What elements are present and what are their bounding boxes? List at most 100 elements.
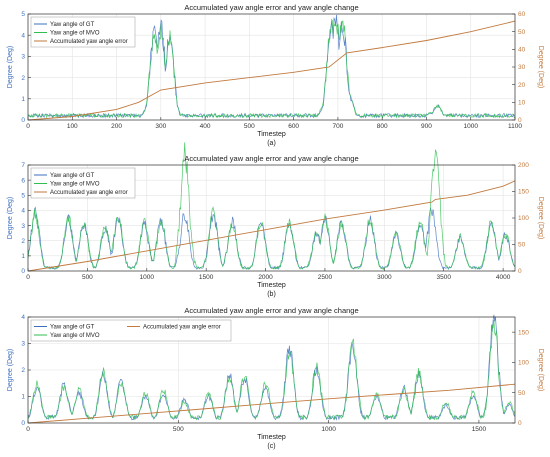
y-right-tick-label: 50: [518, 29, 526, 36]
legend-entry: Accumulated yaw angle error: [143, 325, 221, 331]
x-tick-label: 2500: [318, 274, 333, 281]
chart-panel-b: 0 500 1000 1500 2000 2500 3000 3500 400001234567…: [7, 142, 544, 298]
x-tick-label: 400: [200, 123, 211, 130]
legend-entry: Yaw angle of GT: [50, 22, 95, 28]
y-left-tick-label: 1: [21, 96, 25, 103]
y-right-axis-label: Degree (Deg): [537, 349, 544, 391]
y-right-tick-label: 50: [518, 390, 526, 397]
x-tick-label: 0: [26, 426, 30, 433]
y-right-tick-label: 100: [518, 360, 529, 367]
y-right-tick-label: 50: [518, 242, 526, 249]
y-right-tick-label: 0: [518, 420, 522, 427]
chart-title: Accumulated yaw angle error and yaw angl…: [184, 3, 358, 12]
y-left-tick-label: 3: [21, 341, 25, 348]
x-axis-label: Timestep: [257, 434, 286, 441]
x-tick-label: 500: [244, 123, 255, 130]
series-line-3: [27, 383, 516, 424]
legend: Yaw angle of GT Yaw angle of MVO Accumulat…: [30, 16, 136, 48]
x-tick-label: 800: [377, 123, 388, 130]
y-left-tick-label: 3: [21, 54, 25, 61]
y-left-tick-label: 4: [21, 208, 25, 215]
y-right-tick-label: 150: [518, 329, 529, 336]
y-left-tick-label: 3: [21, 223, 25, 230]
y-right-tick-label: 200: [518, 162, 529, 169]
chart-title: Accumulated yaw angle error and yaw angl…: [184, 306, 358, 315]
y-right-tick-label: 30: [518, 64, 526, 71]
y-left-tick-label: 4: [21, 32, 25, 39]
x-tick-label: 600: [288, 123, 299, 130]
y-left-tick-label: 5: [21, 11, 25, 18]
legend-box: [30, 319, 232, 342]
y-left-axis-label: Degree (Deg): [7, 349, 14, 391]
y-right-tick-label: 10: [518, 100, 526, 107]
chart-panel-c: 0 500 1000 1500 0 1 2 3 4 0 50 100 150 Accumulated ya…: [7, 306, 544, 450]
x-tick-label: 0: [26, 274, 30, 281]
x-tick-label: 500: [82, 274, 93, 281]
y-right-tick-label: 150: [518, 189, 529, 196]
x-tick-label: 500: [173, 426, 184, 433]
x-tick-label: 1500: [199, 274, 214, 281]
y-left-tick-label: 0: [21, 117, 25, 124]
legend-box: [30, 16, 136, 48]
y-left-tick-label: 2: [21, 367, 25, 374]
x-tick-label: 1100: [508, 123, 522, 130]
series-line-2: [27, 142, 516, 270]
panel-caption: (b): [267, 291, 276, 298]
x-tick-label: 1000: [321, 426, 336, 433]
x-tick-label: 100: [67, 123, 78, 130]
y-left-tick-label: 1: [21, 394, 25, 401]
x-tick-label: 2000: [258, 274, 273, 281]
y-right-tick-label: 60: [518, 11, 526, 18]
y-left-tick-label: 5: [21, 192, 25, 199]
legend-entry: Accumulated yaw angle error: [50, 39, 128, 45]
y-right-tick-label: 0: [518, 268, 522, 275]
y-left-axis-label: Degree (Deg): [7, 197, 14, 239]
x-tick-label: 1000: [463, 123, 478, 130]
legend: Yaw angle of GT Yaw angle of MVO Accumulat…: [30, 167, 136, 199]
legend-entry: Yaw angle of MVO: [50, 182, 100, 188]
legend-entry: Yaw angle of MVO: [50, 31, 100, 37]
y-left-tick-label: 1: [21, 253, 25, 260]
y-left-tick-label: 2: [21, 238, 25, 245]
series-line-3: [27, 20, 516, 121]
x-tick-label: 3500: [436, 274, 451, 281]
chart-title: Accumulated yaw angle error and yaw angl…: [184, 154, 358, 163]
y-left-tick-label: 0: [21, 268, 25, 275]
x-tick-label: 0: [26, 123, 30, 130]
y-right-axis-label: Degree (Deg): [537, 46, 544, 88]
y-left-tick-label: 0: [21, 420, 25, 427]
y-right-tick-label: 0: [518, 117, 522, 124]
y-right-axis-label: Degree (Deg): [537, 197, 544, 239]
legend-entry: Accumulated yaw angle error: [50, 190, 128, 196]
x-tick-label: 300: [155, 123, 166, 130]
x-tick-label: 3000: [377, 274, 392, 281]
x-tick-label: 200: [111, 123, 122, 130]
y-left-tick-label: 2: [21, 75, 25, 82]
y-left-tick-label: 4: [21, 314, 25, 321]
x-tick-label: 900: [421, 123, 432, 130]
series-line-2: [27, 18, 516, 119]
legend-entry: Yaw angle of GT: [50, 173, 95, 179]
legend-box: [30, 167, 136, 199]
y-right-tick-label: 20: [518, 82, 526, 89]
y-left-tick-label: 7: [21, 162, 25, 169]
x-tick-label: 1500: [472, 426, 487, 433]
series-line-3: [27, 180, 516, 272]
y-left-axis-label: Degree (Deg): [7, 46, 14, 88]
x-tick-label: 1000: [140, 274, 155, 281]
x-axis-label: Timestep: [257, 131, 286, 138]
x-axis-label: Timestep: [257, 282, 286, 289]
y-left-tick-label: 6: [21, 177, 25, 184]
legend-entry: Yaw angle of GT: [50, 325, 95, 331]
panel-caption: (a): [267, 140, 276, 147]
y-right-tick-label: 100: [518, 215, 529, 222]
x-tick-label: 4000: [496, 274, 511, 281]
panel-caption: (c): [267, 443, 275, 450]
series-line-2: [27, 319, 516, 421]
y-right-tick-label: 40: [518, 47, 526, 54]
legend-entry: Yaw angle of MVO: [50, 333, 100, 339]
legend: Yaw angle of GT Yaw angle of MVO Accumulat…: [30, 319, 232, 342]
chart-panel-a: 0 100 200 300 400 500 600 700 800 900 1000 11000123…: [7, 3, 544, 147]
x-tick-label: 700: [332, 123, 343, 130]
